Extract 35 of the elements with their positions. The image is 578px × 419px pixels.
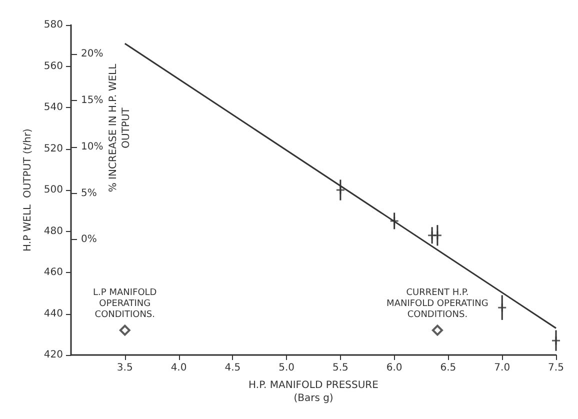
point xyxy=(119,324,130,336)
y2-axis-title: % INCREASE IN H.P. WELL OUTPUT xyxy=(108,63,132,192)
y2-tick-label: 5% xyxy=(81,188,97,199)
x-tick-label: 4.0 xyxy=(170,362,187,374)
x-axis-title: H.P. MANIFOLD PRESSURE (Bars g) xyxy=(248,380,378,404)
y2-tick-label: 0% xyxy=(81,234,97,246)
y-tick-label: 540 xyxy=(44,102,63,113)
point xyxy=(432,324,443,336)
y-tick-label: 460 xyxy=(44,267,63,278)
x-tick-label: 7.0 xyxy=(494,362,510,374)
y-tick-label: 520 xyxy=(44,143,63,154)
x-tick-label: 5.5 xyxy=(332,362,348,374)
annotation: CURRENT H.P. MANIFOLD OPERATING CONDITIONS. xyxy=(386,288,488,320)
x-tick-label: 3.5 xyxy=(116,362,133,374)
y-axis-title: H.P WELL OUTPUT (t/hr) xyxy=(22,128,34,252)
y-tick-label: 440 xyxy=(44,308,63,320)
x-tick-label: 6.0 xyxy=(386,362,402,374)
y-tick-label: 500 xyxy=(44,184,63,196)
y-tick-label: 420 xyxy=(44,350,63,360)
point xyxy=(432,230,442,240)
x-tick-label: 4.5 xyxy=(224,362,241,374)
x-tick-label: 5.0 xyxy=(278,362,295,374)
x-tick-label: 6.5 xyxy=(440,362,456,374)
y-tick-label: 580 xyxy=(44,20,63,30)
point xyxy=(497,302,507,312)
y2-tick-label: 15% xyxy=(81,94,104,106)
y2-tick-label: 20% xyxy=(81,48,104,60)
y-tick-label: 480 xyxy=(44,226,63,237)
annotation: L.P MANIFOLD OPERATING CONDITIONS. xyxy=(93,288,157,320)
point xyxy=(390,216,400,226)
y2-tick-label: 10% xyxy=(81,141,104,152)
y-tick-label: 560 xyxy=(44,60,63,72)
point xyxy=(336,185,346,195)
point xyxy=(551,336,561,346)
x-tick-label: 7.5 xyxy=(548,362,564,374)
